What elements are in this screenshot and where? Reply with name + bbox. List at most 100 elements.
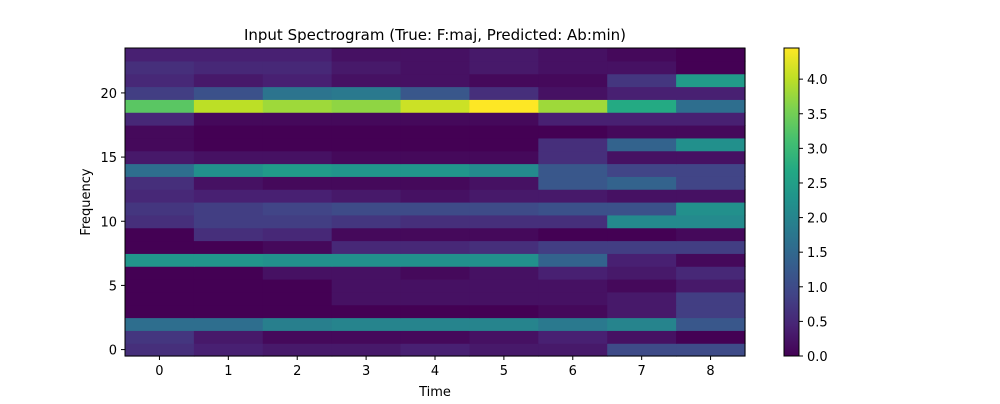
x-tick-label: 5 <box>500 364 508 379</box>
heatmap-cell <box>538 253 608 267</box>
heatmap-cell <box>676 60 746 75</box>
heatmap-cell <box>262 60 333 75</box>
heatmap-cell <box>125 48 195 62</box>
heatmap-cell <box>400 240 471 254</box>
heatmap-cell <box>676 73 746 88</box>
heatmap-cell <box>193 240 264 254</box>
heatmap-cell <box>676 279 746 293</box>
x-tick-label: 8 <box>706 364 714 379</box>
colorbar-tick-label: 3.0 <box>807 142 828 157</box>
heatmap-cell <box>538 99 608 113</box>
heatmap-cell <box>262 227 333 242</box>
heatmap-cell <box>607 176 677 190</box>
heatmap-cell <box>262 291 333 306</box>
colorbar-ticks: 0.0 0.5 1.0 1.5 2.0 2.5 3.0 3.5 4.0 <box>799 73 828 365</box>
heatmap-cell <box>331 176 402 190</box>
heatmap-cell <box>262 304 333 319</box>
heatmap-cell <box>262 73 333 88</box>
heatmap-cell <box>538 317 608 331</box>
heatmap-cell <box>400 137 471 152</box>
heatmap-cell <box>193 266 264 280</box>
heatmap-cell <box>331 330 402 344</box>
heatmap-cell <box>331 137 402 152</box>
heatmap-cell <box>331 150 402 165</box>
heatmap-cell <box>331 304 402 319</box>
heatmap-cell <box>331 317 402 331</box>
heatmap-cell <box>125 60 195 75</box>
heatmap-cell <box>125 73 195 88</box>
heatmap-cell <box>331 86 402 100</box>
heatmap-cell <box>607 125 677 139</box>
heatmap-cell <box>676 202 746 216</box>
heatmap-cell <box>262 163 333 177</box>
heatmap-cell <box>400 214 471 229</box>
heatmap-cell <box>400 163 471 177</box>
x-tick-label: 3 <box>362 364 370 379</box>
heatmap-cell <box>331 279 402 293</box>
heatmap-cell <box>676 176 746 190</box>
heatmap-cell <box>676 189 746 203</box>
heatmap-cell <box>262 189 333 203</box>
heatmap-cell <box>400 125 471 139</box>
heatmap-cell <box>331 189 402 203</box>
heatmap-cell <box>607 304 677 319</box>
heatmap-cell <box>331 112 402 126</box>
heatmap-cell <box>400 317 471 331</box>
heatmap-cell <box>676 137 746 152</box>
heatmap-cell <box>262 86 333 100</box>
heatmap-cell <box>676 304 746 319</box>
heatmap-cell <box>125 253 195 267</box>
heatmap-cell <box>262 343 333 357</box>
heatmap-cell <box>400 150 471 165</box>
x-tick-label: 7 <box>638 364 646 379</box>
heatmap-cell <box>676 48 746 62</box>
heatmap-cell <box>469 266 539 280</box>
heatmap-cell <box>125 163 195 177</box>
heatmap-cell <box>676 112 746 126</box>
heatmap-cell <box>125 317 195 331</box>
heatmap-cell <box>676 240 746 254</box>
heatmap-cell <box>125 279 195 293</box>
heatmap-cell <box>538 304 608 319</box>
heatmap-cell <box>469 227 539 242</box>
heatmap-cell <box>538 240 608 254</box>
x-tick-label: 6 <box>569 364 577 379</box>
heatmap-cell <box>400 189 471 203</box>
heatmap-cell <box>676 214 746 229</box>
heatmap-cell <box>193 112 264 126</box>
heatmap-cell <box>125 214 195 229</box>
y-tick-label: 15 <box>100 151 117 166</box>
heatmap-cell <box>193 253 264 267</box>
heatmap-cell <box>607 227 677 242</box>
heatmap-cell <box>676 86 746 100</box>
heatmap-cell <box>538 176 608 190</box>
heatmap-cell <box>676 163 746 177</box>
heatmap-cell <box>400 112 471 126</box>
heatmap-cell <box>193 86 264 100</box>
heatmap-cell <box>676 227 746 242</box>
heatmap-cell <box>469 163 539 177</box>
heatmap-cell <box>125 176 195 190</box>
heatmap-cell <box>607 240 677 254</box>
heatmap-cell <box>125 291 195 306</box>
heatmap-cell <box>331 343 402 357</box>
heatmap-cell <box>125 137 195 152</box>
heatmap-cell <box>400 253 471 267</box>
heatmap-cell <box>331 266 402 280</box>
heatmap-cell <box>331 227 402 242</box>
heatmap-cell <box>125 112 195 126</box>
chart-title: Input Spectrogram (True: F:maj, Predicte… <box>244 26 626 44</box>
heatmap-cell <box>193 163 264 177</box>
heatmap-cell <box>193 279 264 293</box>
heatmap-cell <box>262 99 333 113</box>
heatmap-cell <box>193 150 264 165</box>
x-tick-label: 4 <box>431 364 439 379</box>
heatmap-cell <box>400 86 471 100</box>
heatmap-cell <box>262 125 333 139</box>
heatmap-cell <box>400 60 471 75</box>
heatmap-cell <box>193 125 264 139</box>
y-tick-label: 5 <box>109 279 117 294</box>
heatmap-cell <box>193 176 264 190</box>
colorbar-tick-label: 2.0 <box>807 212 828 227</box>
